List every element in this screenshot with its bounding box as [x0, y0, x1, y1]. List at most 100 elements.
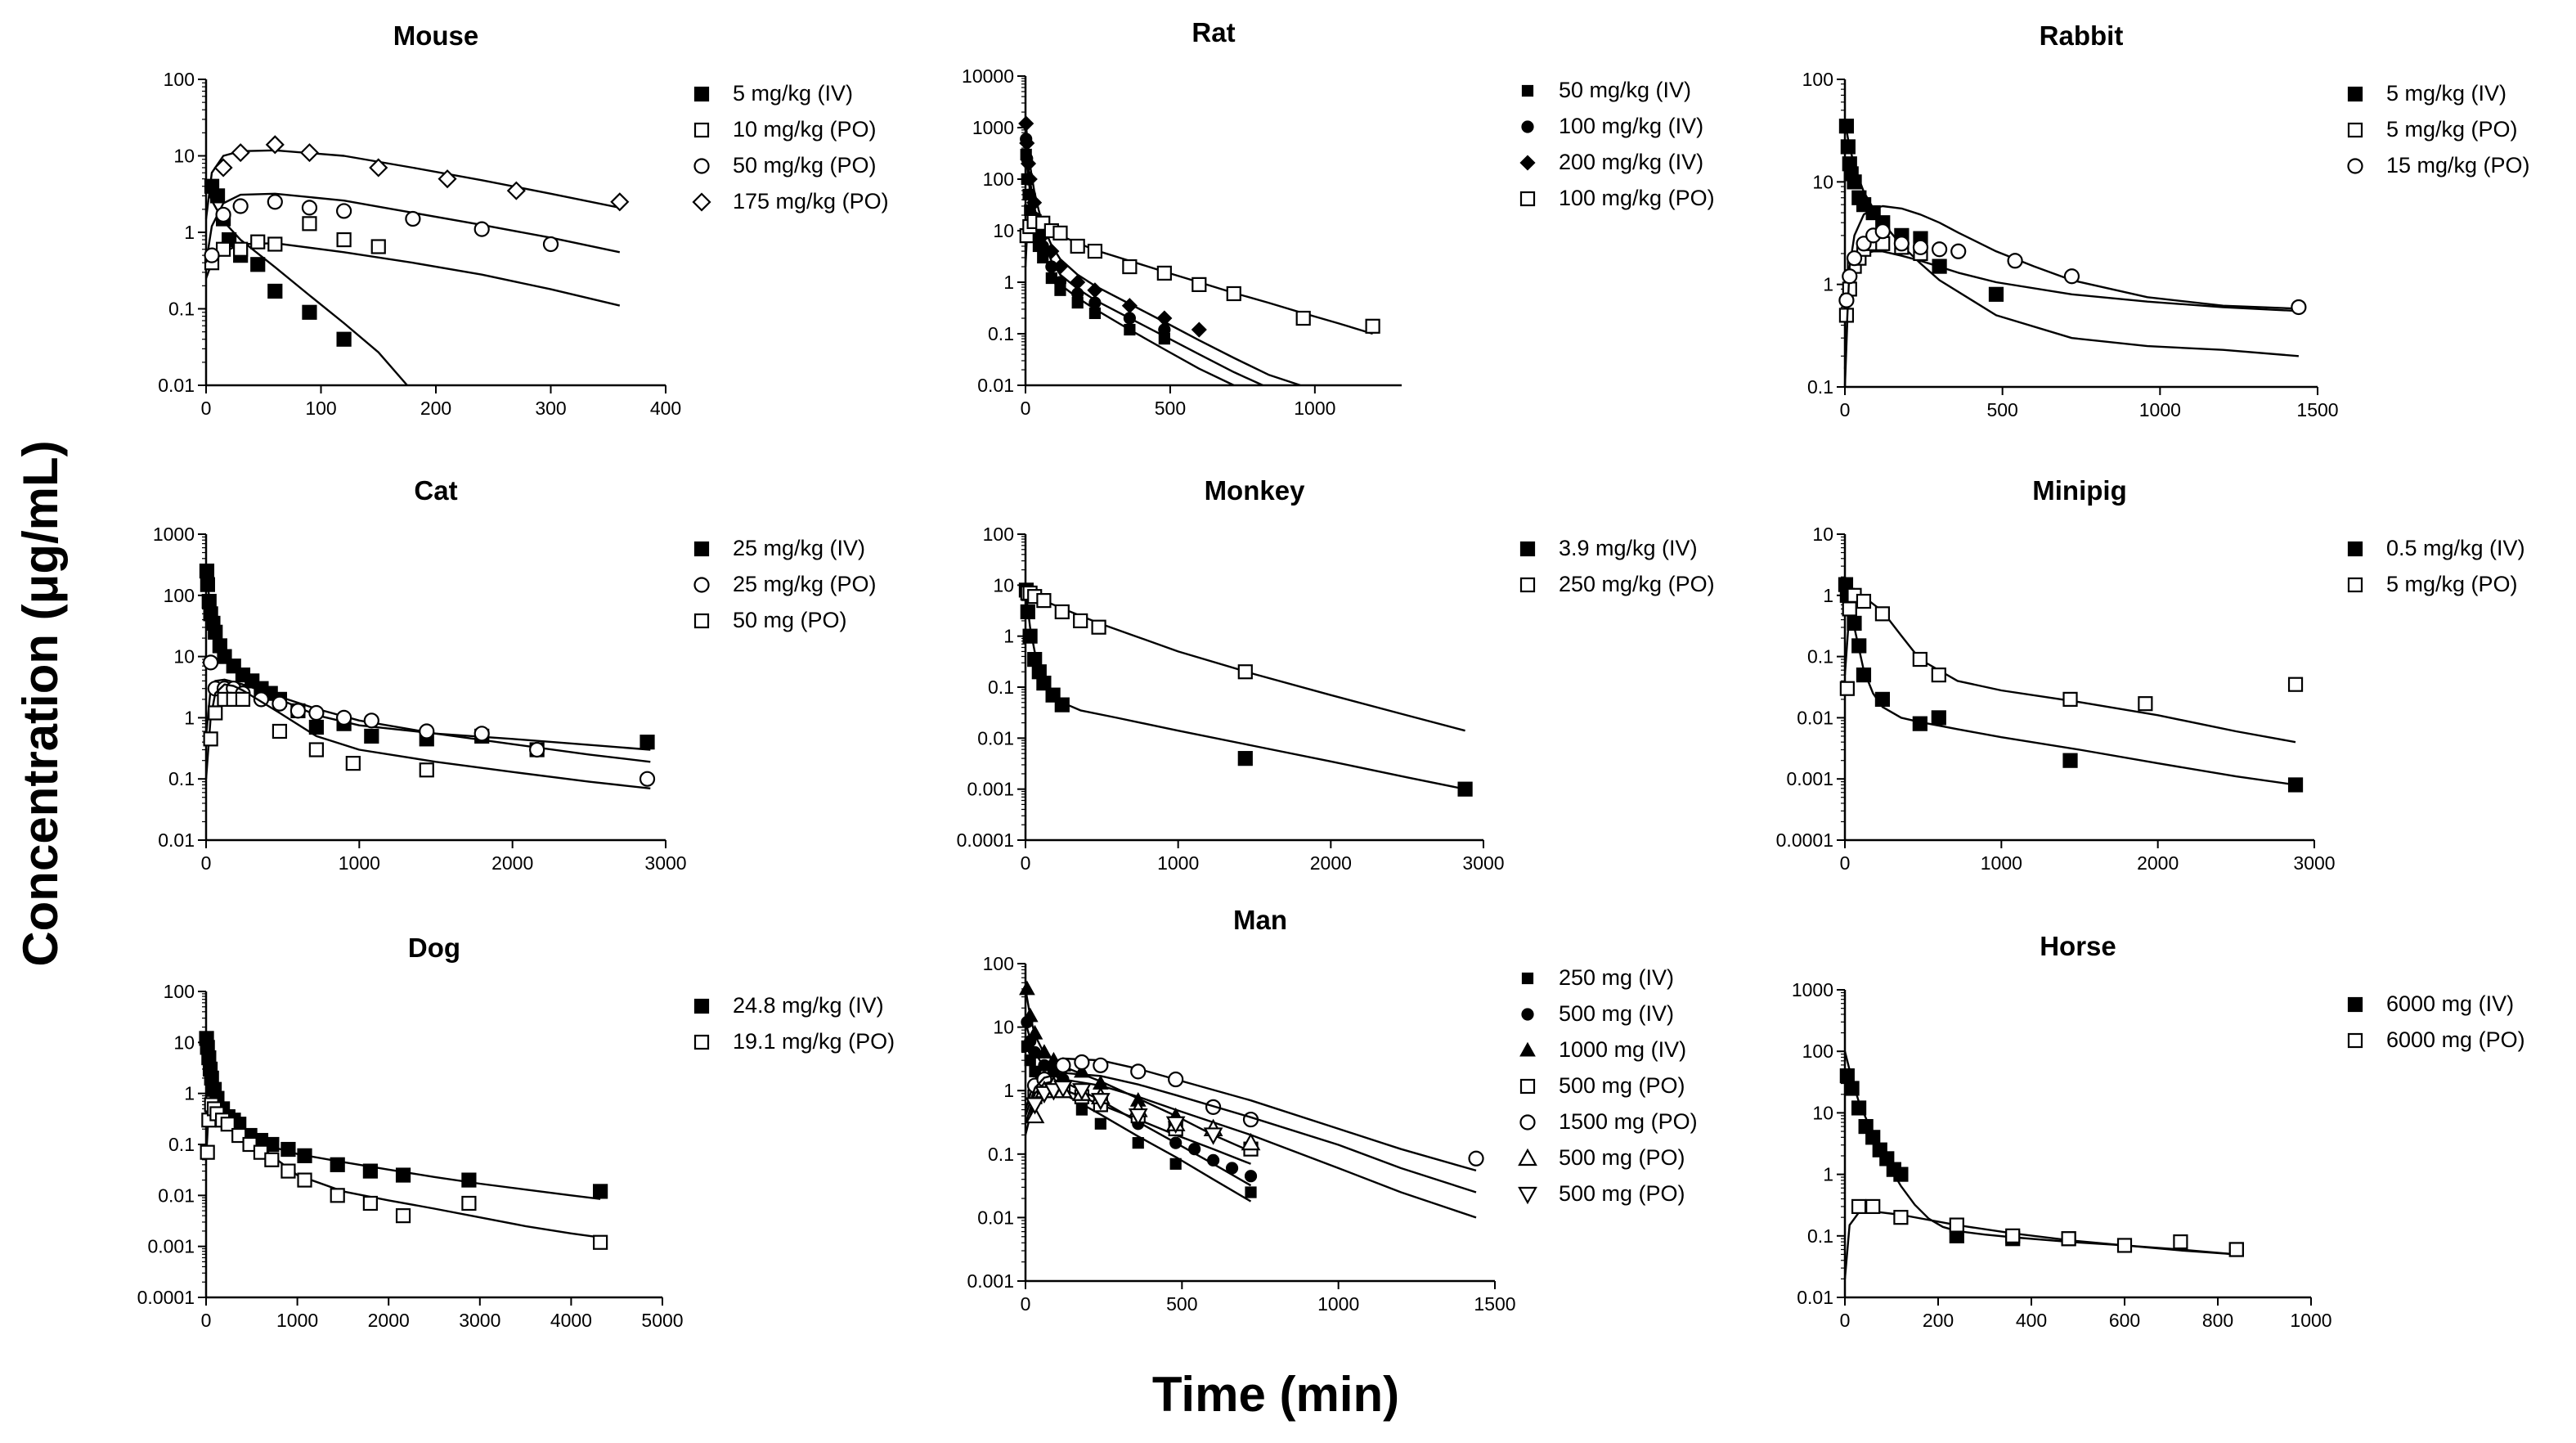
series-6000-mg-po-1 [1843, 1198, 2244, 1279]
data-point [610, 192, 630, 212]
x-tick-label: 1500 [1474, 1293, 1515, 1315]
y-tick-label: 10 [1812, 171, 1833, 192]
legend-item: 3.9 mg/kg (IV) [1519, 536, 1698, 560]
y-tick-label: 1000 [1792, 979, 1833, 1000]
data-point [208, 624, 223, 640]
legend: 25 mg/kg (IV) 25 mg/kg (PO) 50 mg (PO) [693, 536, 877, 632]
series-19-1-mg-kg-po-1 [200, 1097, 608, 1250]
data-point [1128, 1108, 1148, 1126]
x-tick-label: 600 [2109, 1310, 2140, 1331]
x-tick-label: 0 [1021, 1293, 1031, 1315]
series-5-mg-kg-po-1 [1838, 236, 2299, 388]
data-point [2062, 691, 2078, 707]
chart-horse: Horse 0.01 0.1 1 10 100 1000 0 200 400 600 800 1000 6… [1792, 931, 2525, 1331]
x-tick-label: 200 [420, 398, 451, 419]
series-500-mg-po-6 [1024, 1072, 1477, 1194]
y-tick-label: 100 [164, 585, 195, 606]
data-point [1121, 298, 1138, 314]
x-tick-label: 3000 [2293, 852, 2335, 874]
data-point [2287, 677, 2304, 692]
data-point [1021, 1007, 1039, 1023]
y-tick-label: 0.001 [147, 1236, 195, 1257]
legend-item: 100 mg/kg (PO) [1519, 186, 1715, 210]
data-point [1874, 606, 1891, 622]
x-tick-label: 3000 [1462, 852, 1504, 874]
y-tick-label: 0.01 [977, 375, 1014, 396]
y-tick-label: 1 [1823, 1164, 1833, 1185]
data-point [1156, 310, 1173, 326]
figure-ylabel: Concentration (μg/mL) [13, 440, 68, 966]
data-point [1950, 243, 1967, 259]
data-point [542, 236, 559, 253]
fit-line [1025, 596, 1465, 732]
legend-item: 200 mg/kg (IV) [1519, 150, 1703, 174]
data-point [280, 1141, 296, 1158]
data-point [204, 247, 220, 263]
legend-marker [1518, 1148, 1537, 1167]
data-point [1091, 619, 1106, 635]
data-point [1192, 276, 1207, 292]
y-tick-label: 0.01 [158, 1185, 195, 1206]
legend: 24.8 mg/kg (IV) 19.1 mg/kg (PO) [693, 993, 895, 1054]
x-tick-label: 3000 [459, 1310, 500, 1331]
legend-label: 500 mg (PO) [1559, 1181, 1685, 1206]
data-point [336, 232, 352, 248]
data-point [1932, 241, 1948, 258]
fit-line [1843, 205, 2299, 369]
y-tick-label: 10000 [962, 65, 1014, 87]
legend-label: 3.9 mg/kg (IV) [1559, 536, 1698, 560]
data-point [1365, 318, 1380, 334]
data-point [2116, 1238, 2133, 1253]
data-point [250, 257, 266, 272]
data-point [1093, 1057, 1109, 1073]
data-point [1123, 312, 1136, 325]
data-point [345, 756, 361, 771]
data-point [1893, 1167, 1909, 1182]
data-point [1225, 1162, 1239, 1175]
x-tick-label: 2000 [2137, 852, 2179, 874]
legend-item: 6000 mg (IV) [2347, 991, 2514, 1016]
legend-label: 15 mg/kg (PO) [2386, 153, 2530, 178]
y-tick-label: 0.1 [168, 1134, 195, 1155]
data-point [1072, 1083, 1092, 1101]
legend-item: 1000 mg (IV) [1519, 1037, 1686, 1062]
chart-title: Horse [2040, 931, 2116, 961]
legend-item: 10 mg/kg (PO) [693, 117, 877, 142]
data-point [1237, 664, 1253, 680]
y-tick-label: 10 [1812, 524, 1833, 545]
data-point [639, 771, 656, 787]
legend-marker [2347, 996, 2363, 1013]
data-point [267, 194, 283, 210]
data-point [362, 1163, 378, 1179]
data-point [1865, 1198, 1881, 1215]
figure-xlabel: Time (min) [1152, 1367, 1399, 1422]
data-point [302, 304, 317, 320]
data-point [1842, 268, 1858, 285]
data-point [272, 723, 288, 739]
x-tick-label: 2000 [491, 852, 533, 874]
legend-item: 100 mg/kg (IV) [1521, 114, 1703, 138]
data-point [1052, 225, 1068, 240]
data-point [280, 1163, 296, 1179]
y-tick-label: 1 [1003, 1080, 1014, 1101]
y-tick-label: 1 [1823, 274, 1833, 295]
legend-label: 100 mg/kg (IV) [1559, 114, 1703, 138]
legend-label: 500 mg (PO) [1559, 1145, 1685, 1170]
data-point [1055, 1057, 1071, 1073]
data-point [1856, 668, 1872, 683]
series-3-9-mg-kg-iv-0 [1018, 582, 1473, 797]
data-point [1052, 258, 1069, 275]
x-tick-label: 800 [2202, 1310, 2233, 1331]
data-point [1020, 604, 1035, 620]
data-point [1226, 285, 1241, 302]
y-tick-label: 100 [983, 524, 1014, 545]
data-point [1931, 668, 1946, 683]
data-point [1893, 236, 1910, 252]
legend-item: 175 mg/kg (PO) [692, 189, 889, 214]
legend-marker [693, 541, 710, 557]
legend-label: 25 mg/kg (PO) [733, 572, 877, 596]
